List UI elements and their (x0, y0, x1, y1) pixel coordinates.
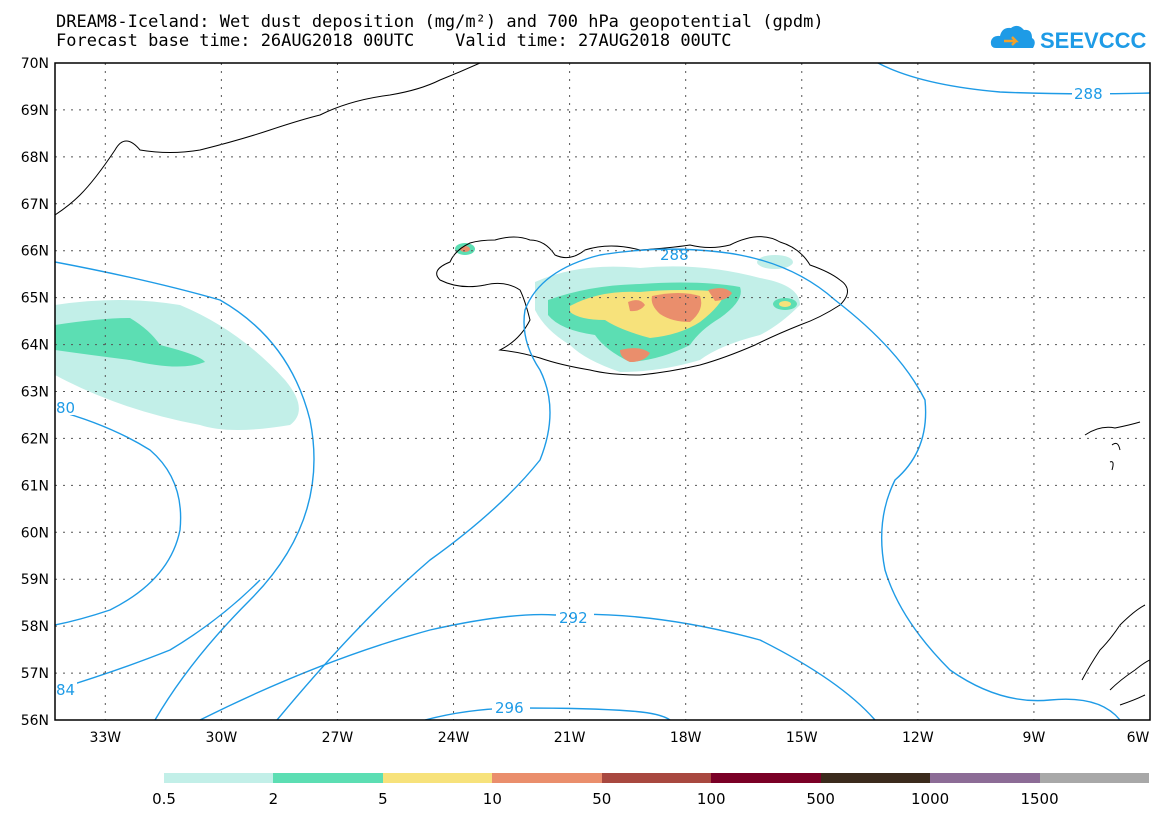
longitude-labels: 33W 30W 27W 24W 21W 18W 15W 12W 9W 6W (89, 730, 1149, 746)
legend-swatch (492, 773, 602, 783)
contour-label-280: 80 (56, 399, 75, 417)
legend-label: 5 (378, 790, 388, 808)
legend-label: 50 (592, 790, 612, 808)
greenland-coast (55, 63, 481, 216)
contour-label-284: 84 (56, 681, 75, 699)
legend-label: 100 (696, 790, 726, 808)
contour-iceland-loop (276, 248, 1121, 720)
lon-label: 15W (786, 730, 818, 746)
lat-label: 64N (21, 338, 49, 354)
legend-label: 2 (268, 790, 279, 808)
contour-label-288-north: 288 (1074, 85, 1103, 103)
contour-288-main (55, 261, 315, 720)
legend-swatch (930, 773, 1040, 783)
dust-deposition-fields (55, 243, 800, 430)
faroe-coast (1084, 421, 1141, 471)
deposition-spot-east-core (779, 301, 791, 307)
lat-label: 60N (21, 525, 49, 541)
lon-label: 24W (438, 730, 470, 746)
legend-label: 10 (482, 790, 502, 808)
lat-label: 61N (21, 478, 49, 494)
color-legend (164, 773, 1149, 783)
map-frame (54, 62, 1151, 721)
scotland-coast (1081, 604, 1150, 706)
contour-292 (199, 613, 876, 720)
graticule (55, 63, 1150, 720)
legend-swatch (820, 773, 931, 783)
lat-label: 65N (21, 291, 49, 307)
lon-label: 30W (206, 730, 238, 746)
deposition-area-iceland-peak-1 (651, 293, 702, 322)
legend-label: 1500 (1020, 790, 1059, 808)
svg-text:SEEVCCC: SEEVCCC (1040, 28, 1146, 53)
contour-label-292: 292 (559, 609, 588, 627)
deposition-area-iceland-peak-4 (628, 300, 645, 312)
legend-swatch (273, 773, 383, 783)
deposition-area-iceland-peak-3 (620, 348, 650, 362)
lat-label: 57N (21, 666, 49, 682)
contour-296 (424, 707, 671, 720)
lon-label: 9W (1023, 730, 1046, 746)
contour-label-288-iceland: 288 (660, 246, 689, 264)
legend-label: 0.5 (152, 790, 176, 808)
latitude-labels: 70N 69N 68N 67N 66N 65N 64N 63N 62N 61N 60N 59N 58N 5… (21, 56, 49, 729)
lat-label: 58N (21, 619, 49, 635)
chart-subtitle: Forecast base time: 26AUG2018 00UTC Vali… (56, 31, 732, 51)
legend-swatch (164, 773, 274, 783)
deposition-area-west-core (55, 318, 205, 367)
legend-swatch (382, 773, 493, 783)
lat-label: 67N (21, 197, 49, 213)
contour-label-296: 296 (495, 699, 524, 717)
legend-swatch (711, 773, 821, 783)
lat-label: 69N (21, 103, 49, 119)
lat-label: 70N (21, 56, 49, 72)
legend-swatch (601, 773, 712, 783)
lon-label: 33W (89, 730, 121, 746)
lat-label: 63N (21, 385, 49, 401)
lon-label: 6W (1127, 730, 1150, 746)
lat-label: 62N (21, 431, 49, 447)
lon-label: 21W (554, 730, 586, 746)
legend-label: 500 (806, 790, 835, 808)
iceland-coast (436, 236, 848, 376)
legend-label: 1000 (911, 790, 950, 808)
contour-280 (55, 409, 182, 626)
deposition-area-iceland-peak-2 (708, 288, 732, 301)
lon-label: 18W (670, 730, 702, 746)
cloud-icon: SEEVCCC (990, 25, 1146, 53)
contour-284 (55, 579, 261, 691)
seevccc-logo: SEEVCCC (990, 18, 1150, 58)
coastlines (55, 63, 1150, 706)
lat-label: 59N (21, 572, 49, 588)
legend-swatch (1039, 773, 1149, 783)
deposition-spot-ne (757, 255, 793, 269)
lat-label: 56N (21, 713, 49, 729)
lon-label: 27W (322, 730, 354, 746)
lon-label: 12W (902, 730, 934, 746)
chart-title: DREAM8-Iceland: Wet dust deposition (mg/… (56, 12, 824, 32)
lat-label: 68N (21, 150, 49, 166)
lat-label: 66N (21, 244, 49, 260)
contour-labels: 288 288 80 292 296 84 (55, 85, 1110, 717)
